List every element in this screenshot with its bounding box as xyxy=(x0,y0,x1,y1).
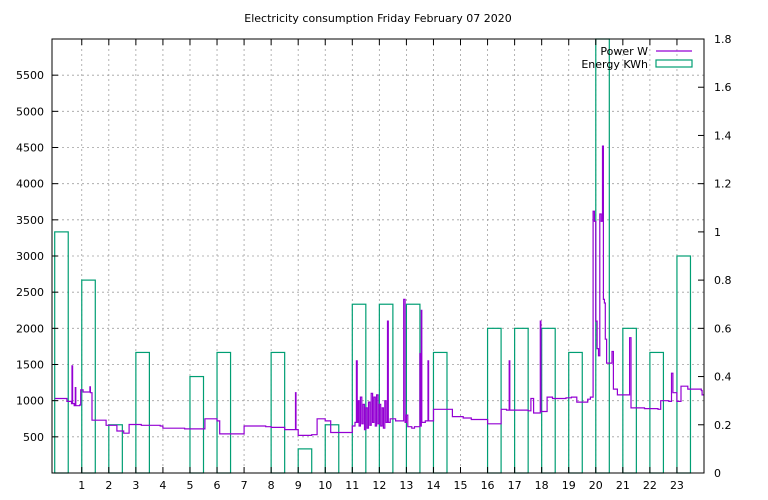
x-tick-label: 16 xyxy=(481,479,495,492)
x-tick-label: 23 xyxy=(670,479,684,492)
y2-tick-label: 0.2 xyxy=(714,419,732,432)
energy-bar xyxy=(486,327,502,474)
x-tick-label: 9 xyxy=(295,479,302,492)
power-line xyxy=(54,145,704,436)
x-tick-label: 11 xyxy=(345,479,359,492)
y-tick-label: 1000 xyxy=(16,395,44,408)
legend: Power W Energy KWh xyxy=(581,45,693,71)
x-tick-label: 7 xyxy=(241,479,248,492)
energy-bar xyxy=(108,424,123,474)
x-tick-label: 13 xyxy=(399,479,413,492)
y2-tick-label: 0.4 xyxy=(714,371,732,384)
y2-tick-label: 1.6 xyxy=(714,81,732,94)
x-tick-label: 17 xyxy=(508,479,522,492)
energy-bar xyxy=(216,351,232,474)
y-tick-label: 5000 xyxy=(16,105,44,118)
energy-bar xyxy=(514,327,529,474)
y-tick-label: 5500 xyxy=(16,69,44,82)
y2-tick-label: 1.4 xyxy=(714,129,732,142)
energy-bar xyxy=(297,448,313,474)
x-tick-label: 21 xyxy=(616,479,630,492)
x-tick-label: 12 xyxy=(372,479,386,492)
y-tick-label: 500 xyxy=(23,431,44,444)
y2-tick-label: 0.8 xyxy=(714,274,732,287)
y-tick-label: 4500 xyxy=(16,142,44,155)
y-tick-label: 1500 xyxy=(16,359,44,372)
y2-tick-label: 0.6 xyxy=(714,322,732,335)
energy-bar xyxy=(405,303,421,474)
x-tick-label: 4 xyxy=(159,479,166,492)
plot-border xyxy=(51,38,705,474)
x-tick-label: 6 xyxy=(214,479,221,492)
x-tick-label: 14 xyxy=(426,479,440,492)
x-tick-label: 18 xyxy=(535,479,549,492)
x-tick-label: 10 xyxy=(318,479,332,492)
y-tick-label: 3500 xyxy=(16,214,44,227)
x-tick-label: 2 xyxy=(105,479,112,492)
energy-bar xyxy=(649,351,665,474)
x-tick-label: 1 xyxy=(78,479,85,492)
energy-bar xyxy=(351,303,367,474)
legend-energy-label: Energy KWh xyxy=(581,58,648,71)
x-tick-label: 19 xyxy=(562,479,576,492)
energy-bar xyxy=(81,279,96,474)
energy-bar xyxy=(189,375,205,474)
chart-title: Electricity consumption Friday February … xyxy=(244,12,511,25)
y2-tick-label: 1.8 xyxy=(714,33,732,46)
x-tick-label: 8 xyxy=(268,479,275,492)
energy-bar xyxy=(135,351,150,474)
x-tick-label: 3 xyxy=(132,479,139,492)
x-tick-label: 22 xyxy=(643,479,657,492)
y-tick-label: 2000 xyxy=(16,322,44,335)
y2-tick-label: 1 xyxy=(714,226,721,239)
energy-bar xyxy=(378,303,394,474)
y-tick-label: 2500 xyxy=(16,286,44,299)
energy-bar xyxy=(432,351,448,474)
y2-tick-label: 1.2 xyxy=(714,178,732,191)
y2-tick-label: 0 xyxy=(714,467,721,480)
y-tick-label: 4000 xyxy=(16,178,44,191)
legend-energy-swatch xyxy=(655,59,693,68)
power-series xyxy=(54,145,704,436)
x-tick-label: 15 xyxy=(454,479,468,492)
x-tick-label: 20 xyxy=(589,479,603,492)
x-tick-label: 5 xyxy=(186,479,193,492)
energy-bar xyxy=(270,351,286,474)
y-tick-label: 3000 xyxy=(16,250,44,263)
axes: 1 2 3 4 5 6 7 8 9 10 11 12 13 14 15 16 17 18 19 20 21 22 23500… xyxy=(16,33,732,492)
energy-bar xyxy=(568,351,583,474)
legend-power-label: Power W xyxy=(600,45,648,58)
